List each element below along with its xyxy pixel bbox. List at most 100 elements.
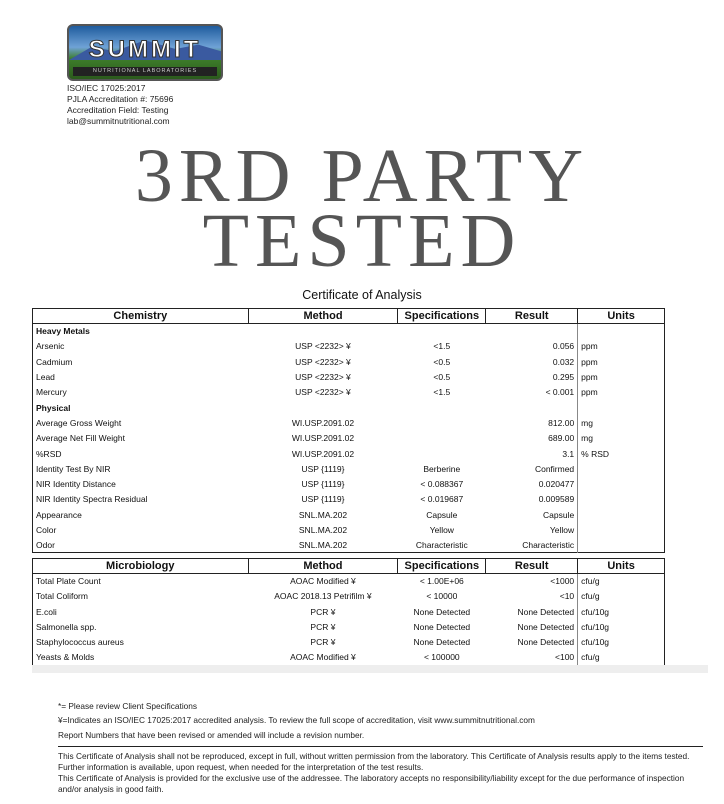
test-result: Yellow (485, 522, 579, 538)
table-row: Mercury USP <2232> ¥ <1.5 < 0.001 ppm (33, 384, 665, 400)
test-spec: None Detected (413, 637, 471, 648)
test-spec: <0.5 (433, 356, 451, 367)
test-name: Lead (36, 372, 55, 383)
test-units: cfu/10g (581, 606, 610, 617)
test-method: WI.USP.2091.02 (291, 417, 355, 428)
test-method: USP {1119} (301, 494, 345, 505)
table-row: Arsenic USP <2232> ¥ <1.5 0.056 ppm (33, 338, 665, 355)
test-name: Cadmium (36, 356, 73, 367)
col-header-method: Method (247, 558, 399, 574)
chemistry-table: Chemistry Method Specifications Result U… (32, 308, 665, 554)
test-name: Average Net Fill Weight (36, 433, 125, 444)
test-spec: <1.5 (433, 341, 451, 352)
footnote-revision: Report Numbers that have been revised or… (58, 730, 365, 740)
test-spec: < 100000 (423, 652, 460, 663)
test-units: ppm (581, 356, 598, 367)
test-spec (398, 415, 486, 430)
disclaimer: This Certificate of Analysis shall not b… (58, 751, 703, 795)
table-row: Cadmium USP <2232> ¥ <0.5 0.032 ppm (33, 354, 665, 370)
test-method: USP <2232> ¥ (295, 372, 351, 383)
col-header-specifications: Specifications (397, 558, 487, 574)
test-result: 0.009589 (485, 491, 579, 508)
test-units: cfu/g (581, 576, 600, 587)
iso-standard: ISO/IEC 17025:2017 (67, 83, 146, 93)
table-row: Total Plate Count AOAC Modified ¥ < 1.00… (33, 573, 665, 589)
table-row: NIR Identity Spectra Residual USP {1119}… (33, 491, 665, 508)
col-header-chemistry: Chemistry (32, 308, 249, 324)
test-result: 0.056 (485, 338, 579, 355)
table-row: Total Coliform AOAC 2018.13 Petrifilm ¥ … (33, 588, 665, 605)
test-method: AOAC Modified ¥ (290, 576, 356, 587)
test-spec: < 1.00E+06 (419, 576, 464, 587)
test-method: SNL.MA.202 (298, 525, 348, 535)
test-units (578, 538, 665, 553)
col-header-specifications: Specifications (397, 308, 487, 324)
test-method: USP {1119} (301, 479, 345, 490)
test-spec: < 10000 (426, 591, 458, 602)
test-spec: None Detected (413, 622, 471, 633)
test-result: 0.032 (485, 354, 579, 370)
test-method: USP <2232> ¥ (295, 356, 351, 367)
test-units: ppm (581, 341, 598, 352)
test-result: 812.00 (485, 415, 579, 431)
test-units (578, 461, 665, 476)
test-result: None Detected (485, 604, 579, 620)
lab-info: ISO/IEC 17025:2017 PJLA Accreditation #:… (67, 83, 173, 127)
test-units (578, 492, 665, 507)
table-row: Yeasts & Molds AOAC Modified ¥ < 100000 … (33, 649, 665, 666)
footnote-client-spec: *= Please review Client Specifications (58, 701, 198, 711)
disclaimer-exclusive-use: This Certificate of Analysis is provided… (58, 773, 685, 794)
test-method: WI.USP.2091.02 (291, 448, 355, 459)
table-row: Identity Test By NIR USP {1119} Berberin… (33, 461, 665, 477)
table-row: Lead USP <2232> ¥ <0.5 0.295 ppm (33, 369, 665, 385)
test-result: Capsule (485, 507, 579, 523)
test-result: <100 (485, 649, 579, 666)
test-method: PCR ¥ (310, 637, 336, 648)
accreditation-number: PJLA Accreditation #: 75696 (67, 94, 174, 104)
test-name: %RSD (36, 448, 62, 459)
test-units: mg (581, 417, 593, 428)
test-result: None Detected (485, 619, 579, 635)
col-header-units: Units (577, 558, 665, 574)
table-row: Staphylococcus aureus PCR ¥ None Detecte… (33, 634, 665, 650)
test-method: USP {1119} (301, 463, 345, 474)
test-spec (398, 446, 486, 461)
table-row: Average Gross Weight WI.USP.2091.02 812.… (33, 415, 665, 431)
test-spec: Berberine (423, 463, 461, 474)
col-header-microbiology: Microbiology (32, 558, 249, 574)
test-name: Salmonella spp. (36, 622, 97, 633)
test-method: USP <2232> ¥ (295, 387, 351, 398)
test-name: Total Plate Count (36, 576, 101, 587)
footnote-accredited: ¥=Indicates an ISO/IEC 17025:2017 accred… (58, 715, 535, 725)
section-row: Physical (33, 399, 665, 416)
document-title: Certificate of Analysis (302, 288, 422, 302)
table-row: Average Net Fill Weight WI.USP.2091.02 6… (33, 430, 665, 446)
divider (58, 746, 703, 747)
test-name: Odor (36, 540, 55, 551)
table-row: E.coli PCR ¥ None Detected None Detected… (33, 604, 665, 620)
test-name: Mercury (36, 387, 67, 398)
test-units: cfu/g (581, 652, 600, 663)
banner-line-2: TESTED (202, 199, 522, 283)
test-units: cfu/g (581, 591, 600, 602)
test-result: Confirmed (485, 461, 579, 477)
table-row: %RSD WI.USP.2091.02 3.1 % RSD (33, 445, 665, 462)
test-result: 0.020477 (485, 476, 579, 492)
test-method: PCR ¥ (310, 606, 336, 617)
test-name: Yeasts & Molds (36, 652, 95, 663)
test-units (578, 476, 665, 491)
test-result: <1000 (485, 573, 579, 589)
test-name: Identity Test By NIR (36, 463, 111, 474)
table-row: Odor SNL.MA.202 Characteristic Character… (33, 537, 665, 553)
test-method: SNL.MA.202 (298, 540, 348, 551)
lab-email: lab@summitnutritional.com (67, 116, 170, 126)
test-spec: <1.5 (433, 387, 451, 398)
test-spec: Yellow (429, 525, 454, 535)
test-method: WI.USP.2091.02 (291, 433, 355, 444)
test-result: Characteristic (485, 537, 579, 553)
test-name: Color (36, 525, 57, 535)
test-method: USP <2232> ¥ (295, 341, 351, 352)
test-result: 3.1 (485, 445, 579, 462)
test-method: AOAC 2018.13 Petrifilm ¥ (274, 591, 372, 602)
test-name: E.coli (36, 606, 57, 617)
